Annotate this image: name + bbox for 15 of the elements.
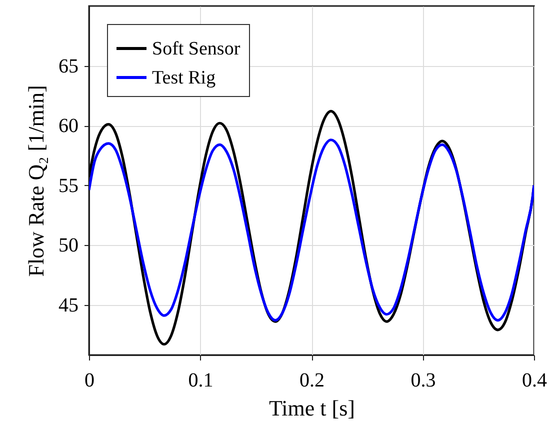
y-tick-label: 50	[58, 234, 78, 257]
x-axis-title: Time t [s]	[269, 396, 355, 420]
x-tick-label: 0.4	[522, 370, 547, 392]
line-series	[89, 138, 534, 322]
y-tick-label: 60	[58, 115, 78, 138]
x-tick-label: 0.1	[188, 370, 214, 392]
legend-label: Soft Sensor	[152, 38, 241, 60]
legend-label: Test Rig	[152, 68, 216, 88]
x-tick-label: 0.2	[300, 370, 324, 392]
x-tick-label: 0	[84, 370, 94, 392]
y-tick-label: 55	[58, 174, 78, 197]
x-tick-label: 0.3	[410, 370, 436, 392]
y-tick-label: 65	[58, 55, 78, 78]
y-axis-title: Flow Rate Q₂ [1/min]	[24, 85, 48, 277]
y-tick-label: 45	[58, 294, 78, 316]
